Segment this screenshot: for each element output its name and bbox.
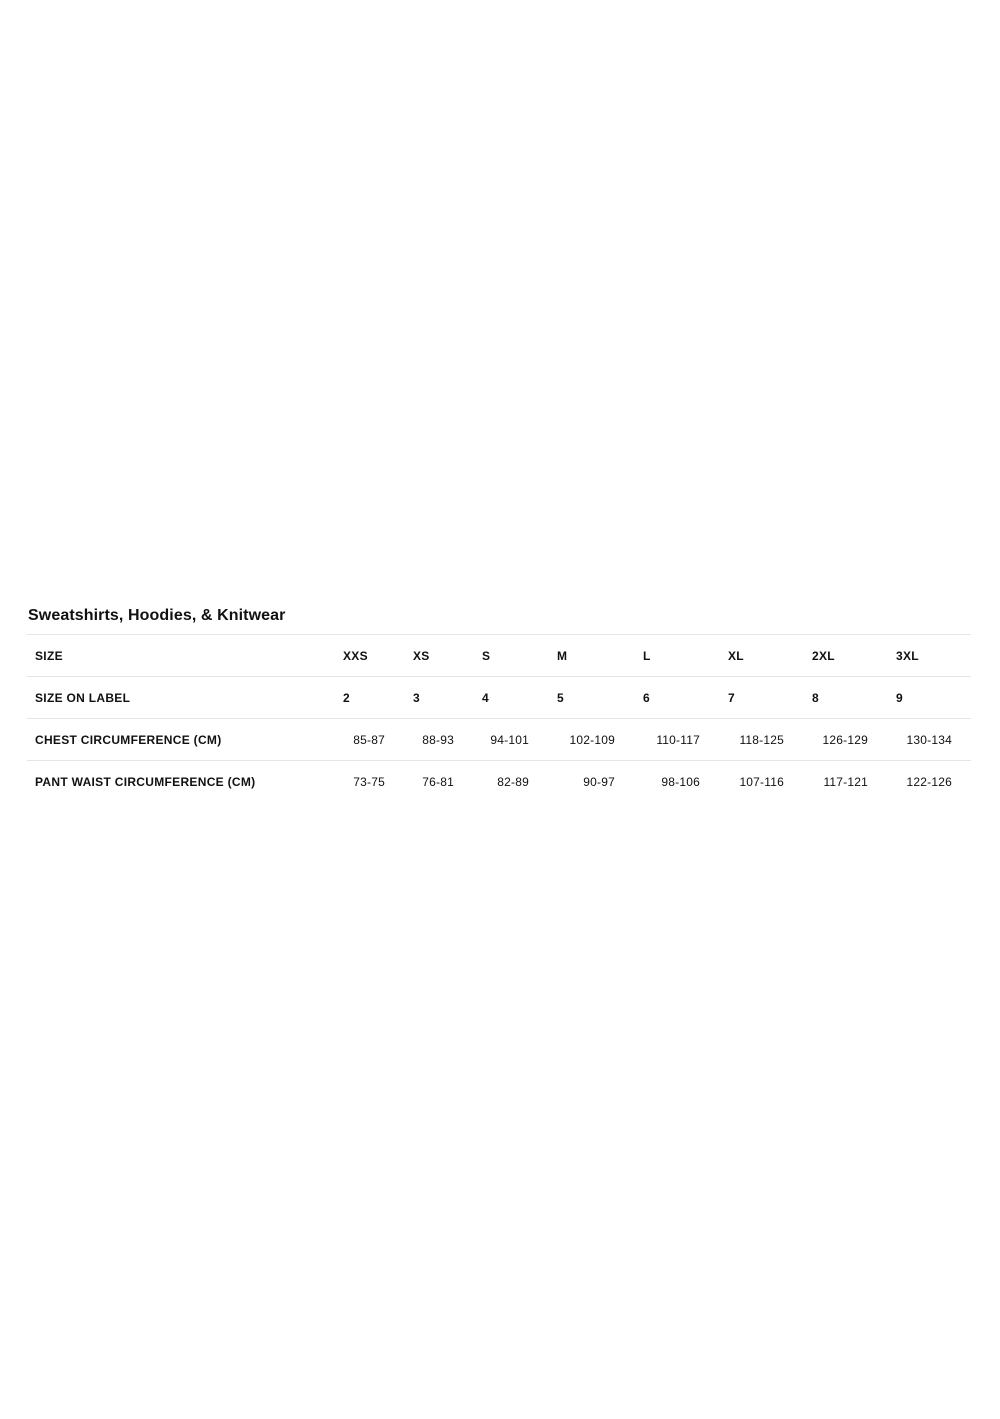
pant-waist-value-3xl: 122-126 [906,774,952,789]
section-heading: Sweatshirts, Hoodies, & Knitwear [28,607,286,624]
chest-value-xl: 118-125 [739,732,784,747]
size-chart-section: Sweatshirts, Hoodies, & Knitwear SIZE XX… [27,606,971,803]
size-on-label-xs: 3 [413,690,420,705]
size-column-header-s: S [482,648,491,663]
size-column-header-l: L [643,648,651,663]
row-label-size: SIZE [35,648,63,663]
size-on-label-xl: 7 [728,690,735,705]
size-column-header-m: M [557,648,568,663]
chest-value-l: 110-117 [656,732,700,747]
size-table: SIZE XXS XS S M L XL 2XL 3XL SIZE ON LAB… [27,634,971,803]
size-on-label-m: 5 [557,690,564,705]
row-label-chest-circumference: CHEST CIRCUMFERENCE (CM) [35,732,222,747]
size-column-header-xs: XS [413,648,430,663]
table-row-chest-circumference: CHEST CIRCUMFERENCE (CM) 85-87 88-93 94-… [27,718,971,761]
size-on-label-3xl: 9 [896,690,903,705]
table-row-size-on-label: SIZE ON LABEL 2 3 4 5 6 7 8 9 [27,676,971,719]
pant-waist-value-m: 90-97 [583,774,615,789]
chest-value-xs: 88-93 [422,732,454,747]
pant-waist-value-xl: 107-116 [739,774,784,789]
size-column-header-xxs: XXS [343,648,368,663]
pant-waist-value-2xl: 117-121 [823,774,868,789]
pant-waist-value-s: 82-89 [497,774,529,789]
size-on-label-l: 6 [643,690,650,705]
size-on-label-s: 4 [482,690,489,705]
size-on-label-xxs: 2 [343,690,350,705]
row-label-pant-waist-circumference: PANT WAIST CIRCUMFERENCE (CM) [35,774,256,789]
table-row-size: SIZE XXS XS S M L XL 2XL 3XL [27,634,971,677]
size-column-header-2xl: 2XL [812,648,835,663]
pant-waist-value-xxs: 73-75 [353,774,385,789]
chest-value-3xl: 130-134 [906,732,952,747]
pant-waist-value-l: 98-106 [661,774,700,789]
row-label-size-on-label: SIZE ON LABEL [35,690,131,705]
size-column-header-3xl: 3XL [896,648,919,663]
chest-value-m: 102-109 [569,732,615,747]
chest-value-s: 94-101 [490,732,529,747]
pant-waist-value-xs: 76-81 [422,774,454,789]
size-column-header-xl: XL [728,648,744,663]
chest-value-xxs: 85-87 [353,732,385,747]
chest-value-2xl: 126-129 [822,732,868,747]
size-on-label-2xl: 8 [812,690,819,705]
table-row-pant-waist-circumference: PANT WAIST CIRCUMFERENCE (CM) 73-75 76-8… [27,760,971,803]
